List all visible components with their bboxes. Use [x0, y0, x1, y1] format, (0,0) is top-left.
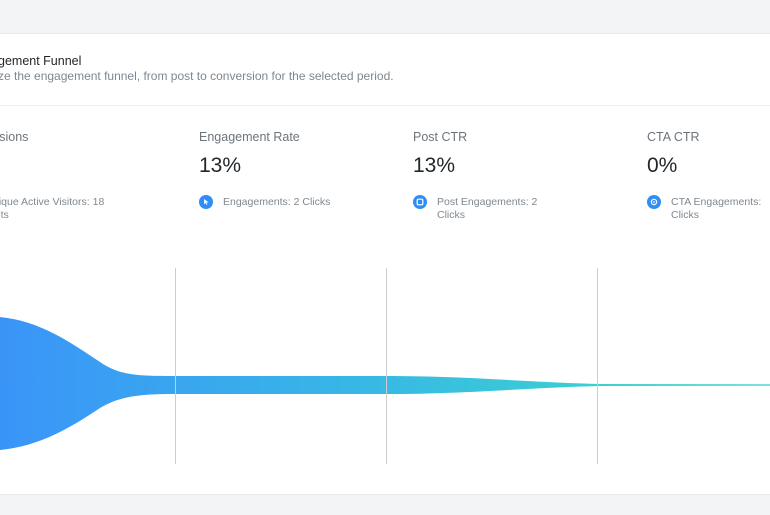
metric-label: Engagement Rate	[199, 130, 300, 144]
post-icon	[413, 195, 427, 209]
metric-sub-text: Engagements: 2 Clicks	[223, 196, 331, 208]
card-title: gement Funnel	[0, 54, 82, 68]
metric-sub-text: Post Engagements: 2 Clicks	[437, 196, 538, 221]
card-subtitle: ze the engagement funnel, from post to c…	[0, 69, 394, 83]
metric-label: Post CTR	[413, 130, 468, 144]
metric-value: 13%	[199, 154, 242, 177]
metric-sessions: ssions nique Active Visitors: 18 sits	[0, 130, 183, 222]
metric-engagement-rate: Engagement Rate 13% Engagements: 2 Click…	[199, 130, 389, 209]
metric-label: ssions	[0, 130, 29, 144]
metric-post-ctr: Post CTR 13% Post Engagements: 2 Clicks	[413, 130, 603, 222]
header-divider	[0, 105, 770, 106]
metric-sub-text: CTA Engagements: Clicks	[671, 196, 762, 221]
engagement-funnel-card: gement Funnel ze the engagement funnel, …	[0, 33, 770, 495]
metric-value: 0%	[647, 154, 678, 177]
funnel-shape	[0, 317, 770, 450]
cursor-icon	[199, 195, 213, 209]
metric-cta-ctr: CTA CTR 0% CTA Engagements: Clicks	[647, 130, 770, 222]
metric-value: 13%	[413, 154, 456, 177]
metric-label: CTA CTR	[647, 130, 700, 144]
engagement-funnel-chart	[0, 268, 770, 464]
target-icon	[647, 195, 661, 209]
metric-sub-text: nique Active Visitors: 18 sits	[0, 196, 105, 221]
metric-value	[0, 154, 183, 178]
